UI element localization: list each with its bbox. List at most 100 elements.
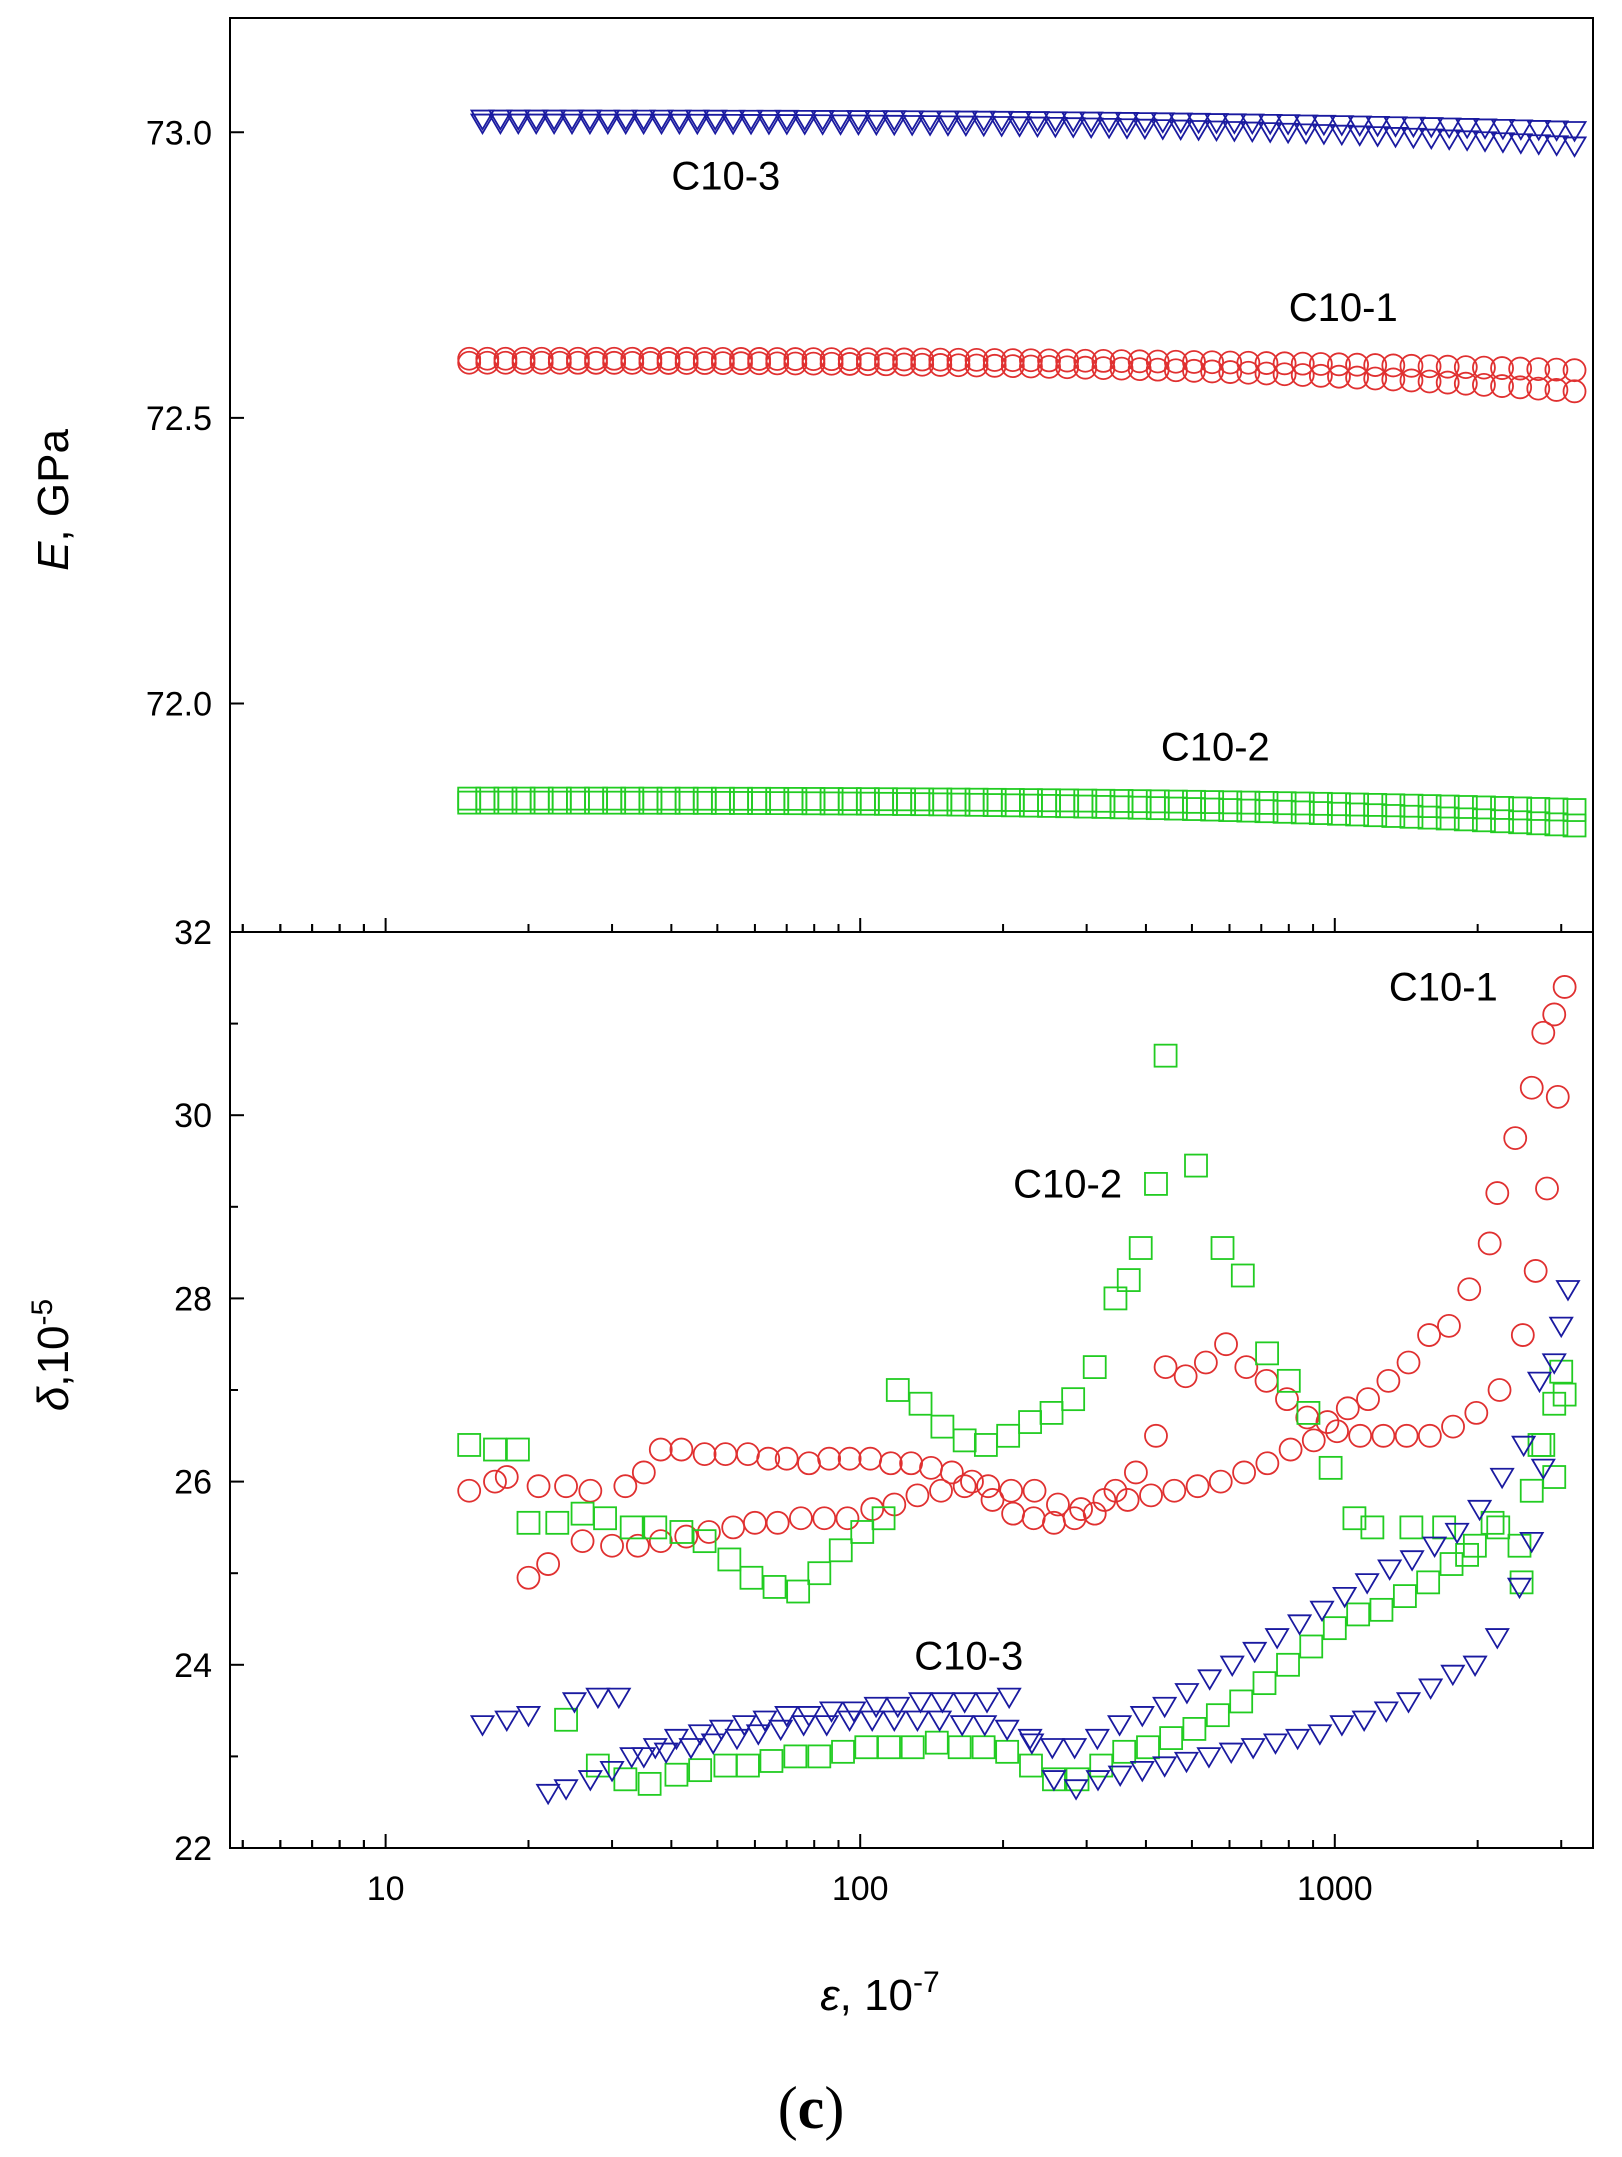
data-point bbox=[989, 116, 1015, 138]
data-point bbox=[964, 792, 989, 817]
data-point bbox=[1363, 366, 1388, 391]
data-point bbox=[656, 790, 681, 815]
data-point bbox=[638, 790, 663, 815]
data-point bbox=[697, 1520, 721, 1544]
data-point bbox=[1115, 1488, 1140, 1512]
data-point bbox=[631, 113, 657, 136]
data-point bbox=[1000, 348, 1025, 373]
data-point bbox=[684, 109, 710, 132]
bottom-y-tick-label: 24 bbox=[174, 1647, 212, 1685]
data-point bbox=[807, 1744, 832, 1769]
data-point bbox=[1526, 811, 1551, 836]
data-point bbox=[483, 1469, 507, 1494]
data-point bbox=[797, 1451, 821, 1476]
data-point bbox=[1089, 1753, 1114, 1778]
data-point bbox=[1037, 348, 1061, 373]
data-point bbox=[1255, 1451, 1280, 1476]
data-point bbox=[810, 114, 836, 136]
data-point bbox=[1203, 113, 1230, 135]
data-point bbox=[1182, 797, 1206, 821]
data-point bbox=[710, 351, 735, 375]
data-point bbox=[1144, 1172, 1168, 1196]
data-point bbox=[837, 1446, 862, 1471]
data-point bbox=[1096, 111, 1122, 134]
data-point bbox=[1307, 1724, 1333, 1746]
data-point bbox=[1069, 1497, 1093, 1521]
data-point bbox=[1356, 1387, 1380, 1412]
data-point bbox=[692, 790, 717, 815]
data-point bbox=[669, 1520, 694, 1544]
data-point bbox=[1129, 1706, 1155, 1728]
data-point bbox=[469, 109, 496, 132]
data-point bbox=[756, 114, 782, 136]
data-point bbox=[971, 1735, 996, 1760]
data-point bbox=[1163, 796, 1188, 821]
data-point bbox=[1345, 802, 1369, 827]
data-point bbox=[1276, 1652, 1300, 1677]
bottom-y-tick-label: 32 bbox=[174, 914, 212, 952]
data-point bbox=[792, 114, 818, 136]
data-point bbox=[1193, 1350, 1218, 1375]
data-point bbox=[1315, 1410, 1340, 1434]
data-point bbox=[952, 1692, 978, 1714]
data-point bbox=[783, 1744, 808, 1769]
data-point bbox=[995, 1739, 1020, 1764]
data-point bbox=[713, 1753, 738, 1778]
data-point bbox=[1174, 1683, 1200, 1705]
top-y-tick-label: 72.5 bbox=[146, 400, 212, 438]
data-point bbox=[457, 1478, 482, 1503]
data-point bbox=[1400, 127, 1426, 150]
data-point bbox=[1006, 111, 1033, 133]
data-point bbox=[1254, 351, 1279, 375]
data-point bbox=[1562, 813, 1587, 838]
data-point bbox=[1214, 1332, 1238, 1357]
data-point bbox=[1293, 123, 1319, 145]
data-point bbox=[900, 1735, 925, 1760]
data-point bbox=[1037, 794, 1061, 818]
data-point bbox=[960, 1469, 984, 1494]
data-point bbox=[1417, 1323, 1441, 1347]
data-point bbox=[1060, 111, 1086, 133]
bottom-plot-frame bbox=[229, 931, 1594, 1849]
data-point bbox=[953, 115, 979, 138]
data-point bbox=[506, 1437, 530, 1462]
data-point bbox=[541, 113, 567, 136]
data-point bbox=[561, 1692, 588, 1714]
data-point bbox=[469, 1715, 496, 1737]
data-point bbox=[892, 347, 916, 372]
data-point bbox=[648, 109, 675, 132]
data-point bbox=[765, 1510, 790, 1535]
data-point bbox=[721, 1515, 746, 1540]
data-point bbox=[881, 110, 907, 132]
data-point bbox=[1435, 354, 1460, 379]
data-point bbox=[1127, 357, 1152, 382]
data-point bbox=[1236, 360, 1261, 385]
data-point bbox=[595, 109, 621, 132]
data-point bbox=[494, 1465, 519, 1489]
data-point bbox=[919, 1455, 943, 1480]
data-point bbox=[855, 347, 880, 372]
data-point bbox=[487, 109, 513, 132]
data-point bbox=[828, 1538, 853, 1563]
data-point bbox=[613, 1474, 638, 1499]
data-point bbox=[765, 351, 790, 376]
data-point bbox=[702, 109, 728, 132]
data-point bbox=[1519, 1478, 1544, 1503]
data-point bbox=[1114, 118, 1140, 140]
data-point bbox=[1462, 1655, 1488, 1678]
data-point bbox=[1019, 348, 1043, 373]
top-series-c10-1 bbox=[457, 346, 1587, 404]
data-point bbox=[935, 110, 961, 132]
caption: (c) bbox=[778, 2075, 845, 2141]
data-point bbox=[1309, 1600, 1335, 1623]
data-point bbox=[810, 110, 836, 132]
data-point bbox=[1287, 1614, 1313, 1636]
data-point bbox=[1221, 113, 1247, 135]
data-point bbox=[756, 1446, 781, 1471]
data-point bbox=[674, 790, 699, 815]
data-point bbox=[720, 113, 746, 136]
data-point bbox=[855, 352, 880, 376]
data-point bbox=[1351, 1710, 1377, 1732]
data-point bbox=[1487, 1378, 1512, 1402]
data-point bbox=[1018, 1410, 1042, 1434]
